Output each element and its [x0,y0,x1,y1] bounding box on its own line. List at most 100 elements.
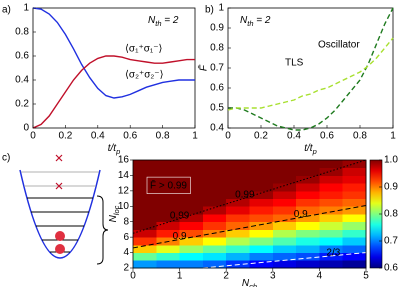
x-tick-label: 0.4 [91,131,105,142]
x-tick-label: 0.2 [254,131,268,142]
potential-well [19,169,101,259]
y-tick-label: 0 [23,123,29,134]
y-axis-label: Nloc [108,205,122,222]
heatmap-cell [156,252,180,261]
heatmap-cell [342,175,367,184]
heatmap-cell [133,206,157,215]
heatmap-cell [319,229,344,238]
heatmap-cell [296,175,320,184]
heatmap-cell [156,260,180,269]
heatmap-cell [272,183,297,192]
heatmap-cell [319,206,344,215]
annotation: Nth = 2 [240,15,271,29]
heatmap-cell [202,252,227,261]
heatmap-cell [202,214,227,223]
heatmap-cell [296,160,320,169]
x-tick-label: 0.8 [353,131,367,142]
panel-label: a) [2,5,11,16]
heatmap-cell [226,167,250,176]
heatmap-cell [226,244,250,253]
heatmap-cell [249,221,274,230]
y-tick-label: 8 [123,216,129,227]
heatmap-cell [179,214,204,223]
heatmap-cell [226,190,250,199]
panel-label: c) [2,153,10,164]
heatmap-cell [342,183,367,192]
heatmap-cell [202,206,227,215]
x-axis-label-part: t/t [108,143,118,154]
heatmap-cell [296,221,320,230]
heatmap-cell [133,229,157,238]
heatmap-cell [226,237,250,246]
heatmap-cell [342,167,367,176]
heatmap-cell [202,237,227,246]
heatmap-cell [249,260,274,269]
heatmap-cell [319,214,344,223]
particle [55,231,65,241]
colorbar-tick-label: 0.9 [384,182,398,193]
series-line [32,55,195,129]
heatmap-cell [319,160,344,169]
x-tick-label: 5 [363,271,369,282]
heatmap-cell [179,221,204,230]
heatmap-cell [179,229,204,238]
x-axis-label-part: p [115,147,120,156]
heatmap-cell [133,244,157,253]
heatmap-cell [342,214,367,223]
heatmap-cell [202,183,227,192]
heatmap-cell [202,260,227,269]
x-tick-label: 1 [390,131,396,142]
heatmap-cell [133,167,157,176]
x-tick-label: 0.4 [287,131,301,142]
annotation-part: th [247,19,253,28]
x-axis-label-part: N [242,278,250,287]
contour-label: 0.99 [235,190,255,201]
series-label: TLS [285,58,304,69]
series-line [228,7,394,131]
series-label: Oscillator [318,40,360,51]
particle [55,244,65,254]
y-tick-label: 0.5 [210,103,224,114]
plot-frame [132,159,367,269]
y-tick-label: 16 [118,155,130,166]
x-axis-label-part: t/t [304,143,314,154]
series-label: ⟨σ₁⁺σ₁⁻⟩ [125,44,163,55]
x-tick-label: 1 [177,271,183,282]
heatmap-cell [156,183,180,192]
heatmap-cell [156,214,180,223]
colorbar-tick-label: 0.6 [384,263,398,274]
y-tick-label: 0.8 [15,27,29,38]
panel-label: b) [205,5,214,16]
heatmap-cell [179,244,204,253]
heatmap-cell [179,252,204,261]
heatmap-cell [202,221,227,230]
heatmap-cell [133,183,157,192]
heatmap-cell [342,198,367,207]
x-tick-label: 0 [30,131,36,142]
heatmap-cell [202,198,227,207]
x-axis-label-part: p [312,147,317,156]
heatmap-cell [226,160,250,169]
heatmap-cell [272,206,297,215]
heatmap-cell [226,198,250,207]
heatmap-cell [342,221,367,230]
heatmap-cell [296,244,320,253]
heatmap-cell [319,175,344,184]
heatmap-cell [272,229,297,238]
annotation: Nth = 2 [148,15,179,29]
heatmap-cell [133,237,157,246]
heatmap-cell [319,183,344,192]
heatmap-cell [156,244,180,253]
heatmap-cell [272,175,297,184]
series-line [227,37,394,111]
heatmap-cell [296,237,320,246]
heatmap-cell [226,206,250,215]
heatmap-cell [272,190,297,199]
brace [96,195,109,265]
x-tick-label: 0 [225,131,231,142]
heatmap-cell [296,206,320,215]
heatmap-cell [342,252,367,261]
heatmap-cell [179,260,204,269]
heatmap-cell [133,198,157,207]
